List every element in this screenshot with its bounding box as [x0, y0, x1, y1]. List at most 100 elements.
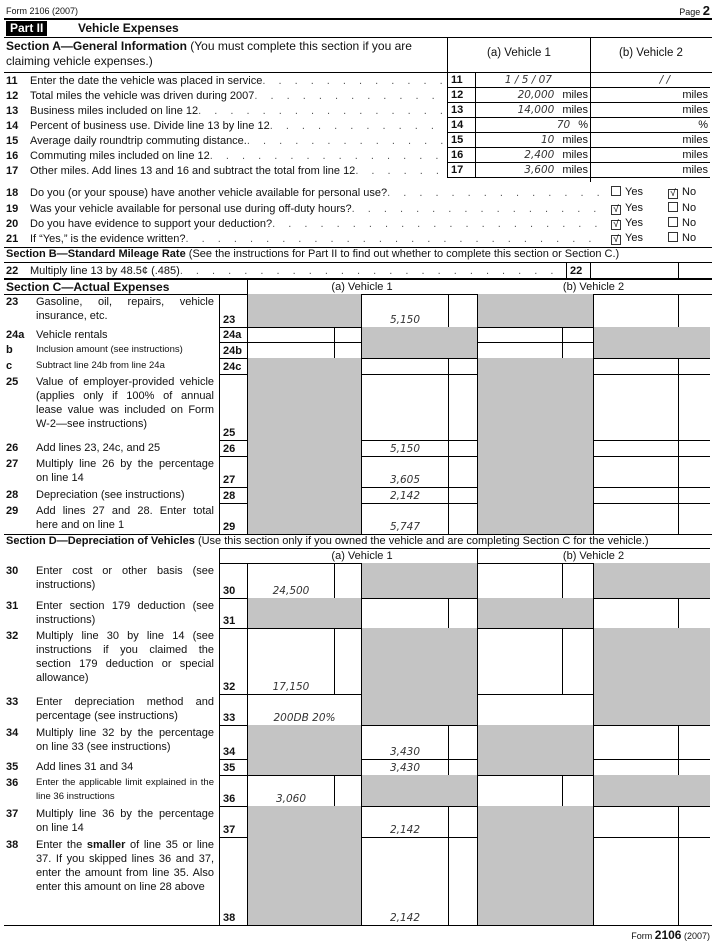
line-26-vehicle-2-amount[interactable] [593, 440, 678, 456]
line-34-vehicle-1-amount[interactable]: 3,430 [361, 725, 448, 759]
line-24c-vehicle-1-amount[interactable] [361, 358, 448, 374]
line-26-vehicle-1-amount[interactable]: 5,150 [361, 440, 448, 456]
line-29-vehicle-1-amount[interactable]: 5,747 [361, 503, 448, 534]
line-24b-vehicle-2-cents[interactable] [562, 342, 593, 358]
line-23-vehicle-1-amount[interactable]: 5,150 [361, 294, 448, 327]
line-26-vehicle-2-cents[interactable] [678, 440, 710, 456]
line-32-vehicle-1-amount[interactable]: 17,150 [247, 628, 334, 694]
line-32-vehicle-1-cents[interactable] [334, 628, 361, 694]
question-20-yes[interactable]: √ Yes [611, 217, 643, 230]
line-31-vehicle-2-cents[interactable] [678, 598, 710, 628]
line-26-vehicle-1-cents[interactable] [448, 440, 477, 456]
line-33-vehicle-1-amount[interactable]: 200DB 20% [247, 694, 361, 725]
line-38-vehicle-2-amount[interactable] [593, 837, 678, 925]
line-36-vehicle-1-cents[interactable] [334, 775, 361, 806]
line-32-vehicle-2-amount[interactable] [477, 628, 562, 694]
line-38-vehicle-1-cents[interactable] [448, 837, 477, 925]
line-29-vehicle-2-cents[interactable] [678, 503, 710, 534]
line-25-vehicle-2-cents[interactable] [678, 374, 710, 440]
line-35-vehicle-2-cents[interactable] [678, 759, 710, 775]
line-33-vehicle-2-amount[interactable] [477, 694, 593, 725]
line-37-vehicle-1-amount[interactable]: 2,142 [361, 806, 448, 837]
checkbox-icon[interactable] [668, 202, 678, 212]
line-27-vehicle-1-cents[interactable] [448, 456, 477, 487]
line-28-vehicle-1-cents[interactable] [448, 487, 477, 503]
checkbox-icon[interactable] [668, 217, 678, 227]
line-32-vehicle-2-cents[interactable] [562, 628, 593, 694]
line-28-vehicle-2-amount[interactable] [593, 487, 678, 503]
line-15-vehicle-2[interactable]: miles [590, 133, 710, 148]
line-16-vehicle-2[interactable]: miles [590, 148, 710, 163]
line-24b-vehicle-1-cents[interactable] [334, 342, 361, 358]
line-31-vehicle-2-amount[interactable] [593, 598, 678, 628]
question-18-yes[interactable]: Yes [611, 186, 643, 198]
line-24c-vehicle-1-cents[interactable] [448, 358, 477, 374]
line-24a-vehicle-1-amount[interactable] [247, 327, 334, 342]
line-34-vehicle-2-amount[interactable] [593, 725, 678, 759]
line-34-vehicle-1-cents[interactable] [448, 725, 477, 759]
question-20-no[interactable]: No [668, 217, 696, 229]
line-17-vehicle-2[interactable]: miles [590, 163, 710, 178]
line-12-vehicle-1[interactable]: 20,000 miles [475, 88, 590, 103]
line-25-vehicle-2-amount[interactable] [593, 374, 678, 440]
checked-checkbox-icon[interactable]: √ [611, 235, 621, 245]
line-36-vehicle-1-amount[interactable]: 3,060 [247, 775, 334, 806]
line-36-vehicle-2-amount[interactable] [477, 775, 562, 806]
line-37-vehicle-1-cents[interactable] [448, 806, 477, 837]
question-19-yes[interactable]: √ Yes [611, 202, 643, 215]
line-25-vehicle-1-cents[interactable] [448, 374, 477, 440]
line-27-vehicle-1-amount[interactable]: 3,605 [361, 456, 448, 487]
line-25-vehicle-1-amount[interactable] [361, 374, 448, 440]
line-24a-vehicle-1-cents[interactable] [334, 327, 361, 342]
line-28-vehicle-1-amount[interactable]: 2,142 [361, 487, 448, 503]
line-14-vehicle-1[interactable]: 70% [475, 118, 590, 133]
line-37-vehicle-2-amount[interactable] [593, 806, 678, 837]
line-23-vehicle-2-amount[interactable] [593, 294, 678, 327]
line-14-vehicle-2[interactable]: % [590, 118, 710, 133]
question-21-no[interactable]: No [668, 232, 696, 244]
line-28-vehicle-2-cents[interactable] [678, 487, 710, 503]
line-38-vehicle-1-amount[interactable]: 2,142 [361, 837, 448, 925]
question-19-no[interactable]: No [668, 202, 696, 214]
line-22-amount[interactable] [590, 262, 678, 278]
line-23-vehicle-1-cents[interactable] [448, 294, 477, 327]
line-35-vehicle-2-amount[interactable] [593, 759, 678, 775]
checked-checkbox-icon[interactable]: √ [668, 189, 678, 199]
line-24c-vehicle-2-cents[interactable] [678, 358, 710, 374]
line-37-vehicle-2-cents[interactable] [678, 806, 710, 837]
line-30-vehicle-1-amount[interactable]: 24,500 [247, 563, 334, 598]
line-38-vehicle-2-cents[interactable] [678, 837, 710, 925]
line-30-vehicle-1-cents[interactable] [334, 563, 361, 598]
line-24c-vehicle-2-amount[interactable] [593, 358, 678, 374]
question-21-yes[interactable]: √ Yes [611, 232, 643, 245]
line-16-vehicle-1[interactable]: 2,400 miles [475, 148, 590, 163]
line-31-vehicle-1-cents[interactable] [448, 598, 477, 628]
line-11-vehicle-1[interactable]: 1 / 5 / 07 [475, 73, 590, 88]
line-24a-vehicle-2-amount[interactable] [477, 327, 562, 342]
checked-checkbox-icon[interactable]: √ [611, 205, 621, 215]
line-27-vehicle-2-cents[interactable] [678, 456, 710, 487]
checkbox-icon[interactable] [668, 232, 678, 242]
line-13-vehicle-1[interactable]: 14,000 miles [475, 103, 590, 118]
line-17-vehicle-1[interactable]: 3,600 miles [475, 163, 590, 178]
line-15-vehicle-1[interactable]: 10 miles [475, 133, 590, 148]
checkbox-icon[interactable] [611, 186, 621, 196]
line-24b-vehicle-1-amount[interactable] [247, 342, 334, 358]
line-35-vehicle-1-amount[interactable]: 3,430 [361, 759, 448, 775]
line-23-vehicle-2-cents[interactable] [678, 294, 710, 327]
line-22-cents[interactable] [678, 262, 710, 278]
question-18-no[interactable]: √ No [668, 186, 696, 199]
line-29-vehicle-1-cents[interactable] [448, 503, 477, 534]
line-30-vehicle-2-amount[interactable] [477, 563, 562, 598]
line-24a-vehicle-2-cents[interactable] [562, 327, 593, 342]
line-34-vehicle-2-cents[interactable] [678, 725, 710, 759]
line-31-vehicle-1-amount[interactable] [361, 598, 448, 628]
line-12-vehicle-2[interactable]: miles [590, 88, 710, 103]
line-27-vehicle-2-amount[interactable] [593, 456, 678, 487]
line-29-vehicle-2-amount[interactable] [593, 503, 678, 534]
checked-checkbox-icon[interactable]: √ [611, 220, 621, 230]
line-36-vehicle-2-cents[interactable] [562, 775, 593, 806]
line-24b-vehicle-2-amount[interactable] [477, 342, 562, 358]
line-13-vehicle-2[interactable]: miles [590, 103, 710, 118]
line-30-vehicle-2-cents[interactable] [562, 563, 593, 598]
